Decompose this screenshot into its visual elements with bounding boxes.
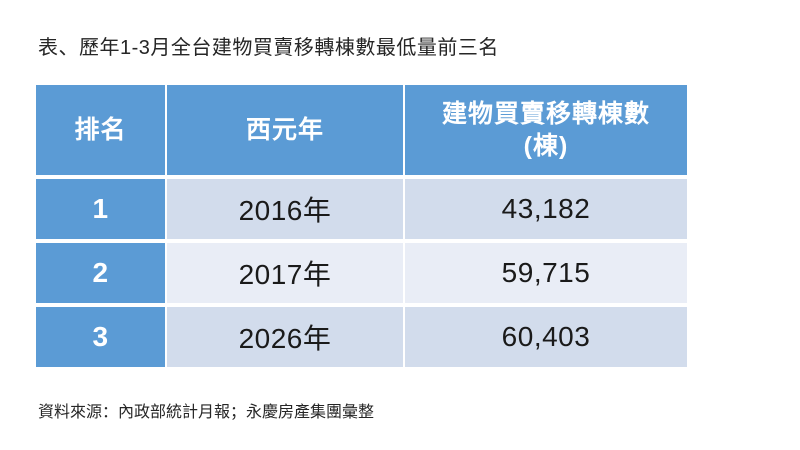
year-cell: 2026年 bbox=[165, 303, 404, 367]
count-cell: 60,403 bbox=[403, 303, 687, 367]
table-row: 1 2016年 43,182 bbox=[36, 175, 687, 241]
count-cell: 43,182 bbox=[403, 175, 687, 241]
table-row: 2 2017年 59,715 bbox=[36, 239, 687, 305]
header-row: 排名 西元年 建物買賣移轉棟數 (棟) bbox=[36, 85, 687, 177]
col-header-count: 建物買賣移轉棟數 (棟) bbox=[403, 85, 687, 177]
rank-cell: 1 bbox=[36, 175, 166, 241]
table-row: 3 2026年 60,403 bbox=[36, 303, 687, 367]
col-header-year: 西元年 bbox=[165, 85, 404, 177]
page-title: 表、歷年1-3月全台建物買賣移轉棟數最低量前三名 bbox=[38, 37, 499, 59]
year-cell: 2016年 bbox=[165, 175, 404, 241]
rank-cell: 3 bbox=[36, 303, 166, 367]
rank-cell: 2 bbox=[36, 239, 166, 305]
count-cell: 59,715 bbox=[403, 239, 687, 305]
year-cell: 2017年 bbox=[165, 239, 404, 305]
ranking-table: 排名 西元年 建物買賣移轉棟數 (棟) 1 2016年 43,182 2 201… bbox=[36, 85, 687, 367]
col-header-rank: 排名 bbox=[36, 85, 166, 177]
source-note: 資料來源：內政部統計月報；永慶房產集團彙整 bbox=[38, 404, 375, 421]
